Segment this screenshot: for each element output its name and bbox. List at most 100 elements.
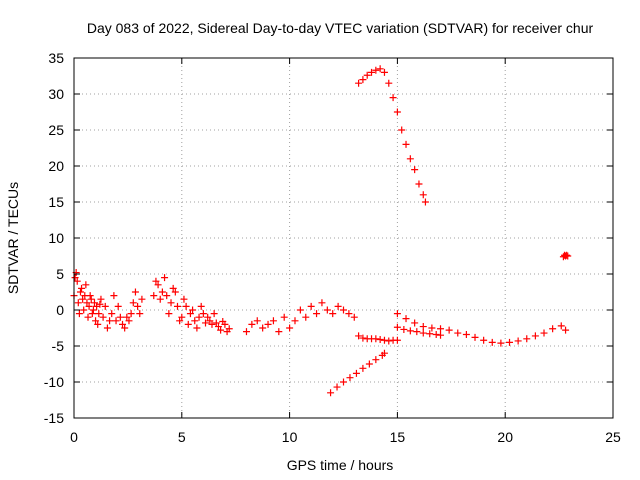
- data-point: [253, 317, 261, 325]
- series-arc-4: [204, 310, 233, 336]
- data-point: [296, 306, 304, 314]
- data-point: [269, 317, 277, 325]
- data-point: [178, 313, 186, 321]
- data-point: [82, 281, 90, 289]
- data-point: [186, 310, 194, 318]
- data-point: [86, 292, 94, 300]
- data-point: [562, 326, 570, 334]
- data-point: [210, 310, 218, 318]
- series-arc-7: [355, 65, 429, 206]
- data-point: [193, 324, 201, 332]
- data-point: [368, 68, 376, 76]
- y-axis-label: SDTVAR / TECUs: [5, 182, 21, 294]
- data-point: [80, 306, 88, 314]
- data-point: [121, 324, 129, 332]
- x-tick-label: 15: [390, 429, 406, 445]
- data-point: [134, 302, 142, 310]
- data-point: [359, 364, 367, 372]
- data-point: [152, 277, 160, 285]
- data-point: [363, 71, 371, 79]
- data-point: [506, 338, 514, 346]
- data-point: [97, 295, 105, 303]
- data-point: [259, 324, 267, 332]
- data-point: [136, 310, 144, 318]
- y-tick-label: 35: [48, 50, 64, 66]
- data-point: [112, 317, 120, 325]
- data-point: [302, 313, 310, 321]
- chart-title: Day 083 of 2022, Sidereal Day-to-day VTE…: [87, 20, 594, 36]
- data-point: [74, 299, 82, 307]
- data-point: [129, 299, 137, 307]
- data-point: [563, 251, 571, 259]
- data-point: [531, 332, 539, 340]
- data-point: [402, 315, 410, 323]
- data-point: [471, 333, 479, 341]
- data-point: [398, 126, 406, 134]
- data-point: [419, 191, 427, 199]
- data-point: [204, 313, 212, 321]
- data-point: [158, 288, 166, 296]
- data-point: [406, 155, 414, 163]
- data-point: [165, 310, 173, 318]
- y-tick-label: 20: [48, 158, 64, 174]
- data-point: [119, 320, 127, 328]
- data-point: [365, 360, 373, 368]
- data-point: [372, 66, 380, 74]
- data-point: [138, 295, 146, 303]
- data-point: [176, 317, 184, 325]
- x-tick-label: 5: [178, 429, 186, 445]
- data-point: [248, 320, 256, 328]
- data-point: [184, 320, 192, 328]
- data-point: [123, 313, 131, 321]
- data-point: [171, 288, 179, 296]
- data-point: [419, 323, 427, 331]
- y-tick-label: 25: [48, 122, 64, 138]
- series-arc-11: [559, 251, 572, 261]
- data-point: [280, 313, 288, 321]
- data-point: [385, 337, 393, 345]
- data-point: [217, 326, 225, 334]
- data-point: [189, 306, 197, 314]
- data-point: [110, 292, 118, 300]
- data-point: [78, 284, 86, 292]
- data-point: [462, 330, 470, 338]
- y-tick-label: -10: [44, 374, 64, 390]
- data-point: [307, 302, 315, 310]
- data-point: [90, 299, 98, 307]
- data-point: [150, 292, 158, 300]
- data-point: [454, 329, 462, 337]
- data-point: [87, 295, 95, 303]
- data-point: [497, 339, 505, 347]
- y-tick-label: 30: [48, 86, 64, 102]
- data-point: [73, 277, 81, 285]
- data-point: [88, 310, 96, 318]
- data-point: [432, 330, 440, 338]
- y-tick-label: 10: [48, 230, 64, 246]
- data-point: [206, 317, 214, 325]
- data-point: [372, 335, 380, 343]
- data-point: [355, 332, 363, 340]
- data-point: [264, 320, 272, 328]
- data-point: [286, 324, 294, 332]
- data-point: [106, 317, 114, 325]
- data-point: [557, 322, 565, 330]
- data-point: [372, 356, 380, 364]
- data-point: [131, 288, 139, 296]
- y-tick-label: 15: [48, 194, 64, 210]
- data-point: [221, 320, 229, 328]
- data-point: [83, 299, 91, 307]
- data-point: [199, 310, 207, 318]
- series-arc-6: [327, 349, 388, 397]
- data-point: [242, 328, 250, 336]
- data-point: [114, 302, 122, 310]
- data-point: [92, 317, 100, 325]
- data-point: [318, 299, 326, 307]
- data-point: [291, 317, 299, 325]
- data-point: [350, 313, 358, 321]
- data-point: [173, 302, 181, 310]
- data-point: [116, 313, 124, 321]
- series-arc-8: [355, 332, 401, 345]
- data-point: [376, 65, 384, 73]
- data-point: [85, 302, 93, 310]
- data-point: [355, 79, 363, 87]
